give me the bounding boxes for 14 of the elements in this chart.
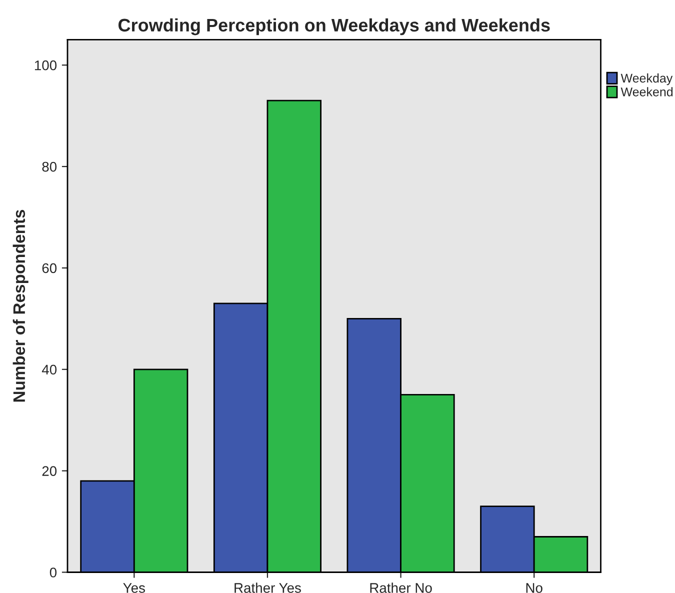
y-tick-label: 20 xyxy=(42,466,57,476)
y-tick-label: 100 xyxy=(34,60,57,70)
x-tick-label: Rather Yes xyxy=(234,582,301,593)
y-tick-label: 80 xyxy=(42,162,57,172)
x-tick-label: No xyxy=(526,583,542,593)
y-tick-label: 40 xyxy=(42,364,57,375)
chart-title: Crowding Perception on Weekdays and Weekends xyxy=(118,18,550,36)
y-tick-label: 60 xyxy=(42,263,57,274)
x-tick-label: Rather No xyxy=(370,582,432,593)
y-tick-label: 0 xyxy=(50,568,57,578)
x-tick-label: Yes xyxy=(123,583,145,593)
legend-label: Weekday xyxy=(620,73,673,86)
legend-label: Weekend xyxy=(620,87,673,96)
y-axis-title: Number of Respondents xyxy=(12,210,28,402)
